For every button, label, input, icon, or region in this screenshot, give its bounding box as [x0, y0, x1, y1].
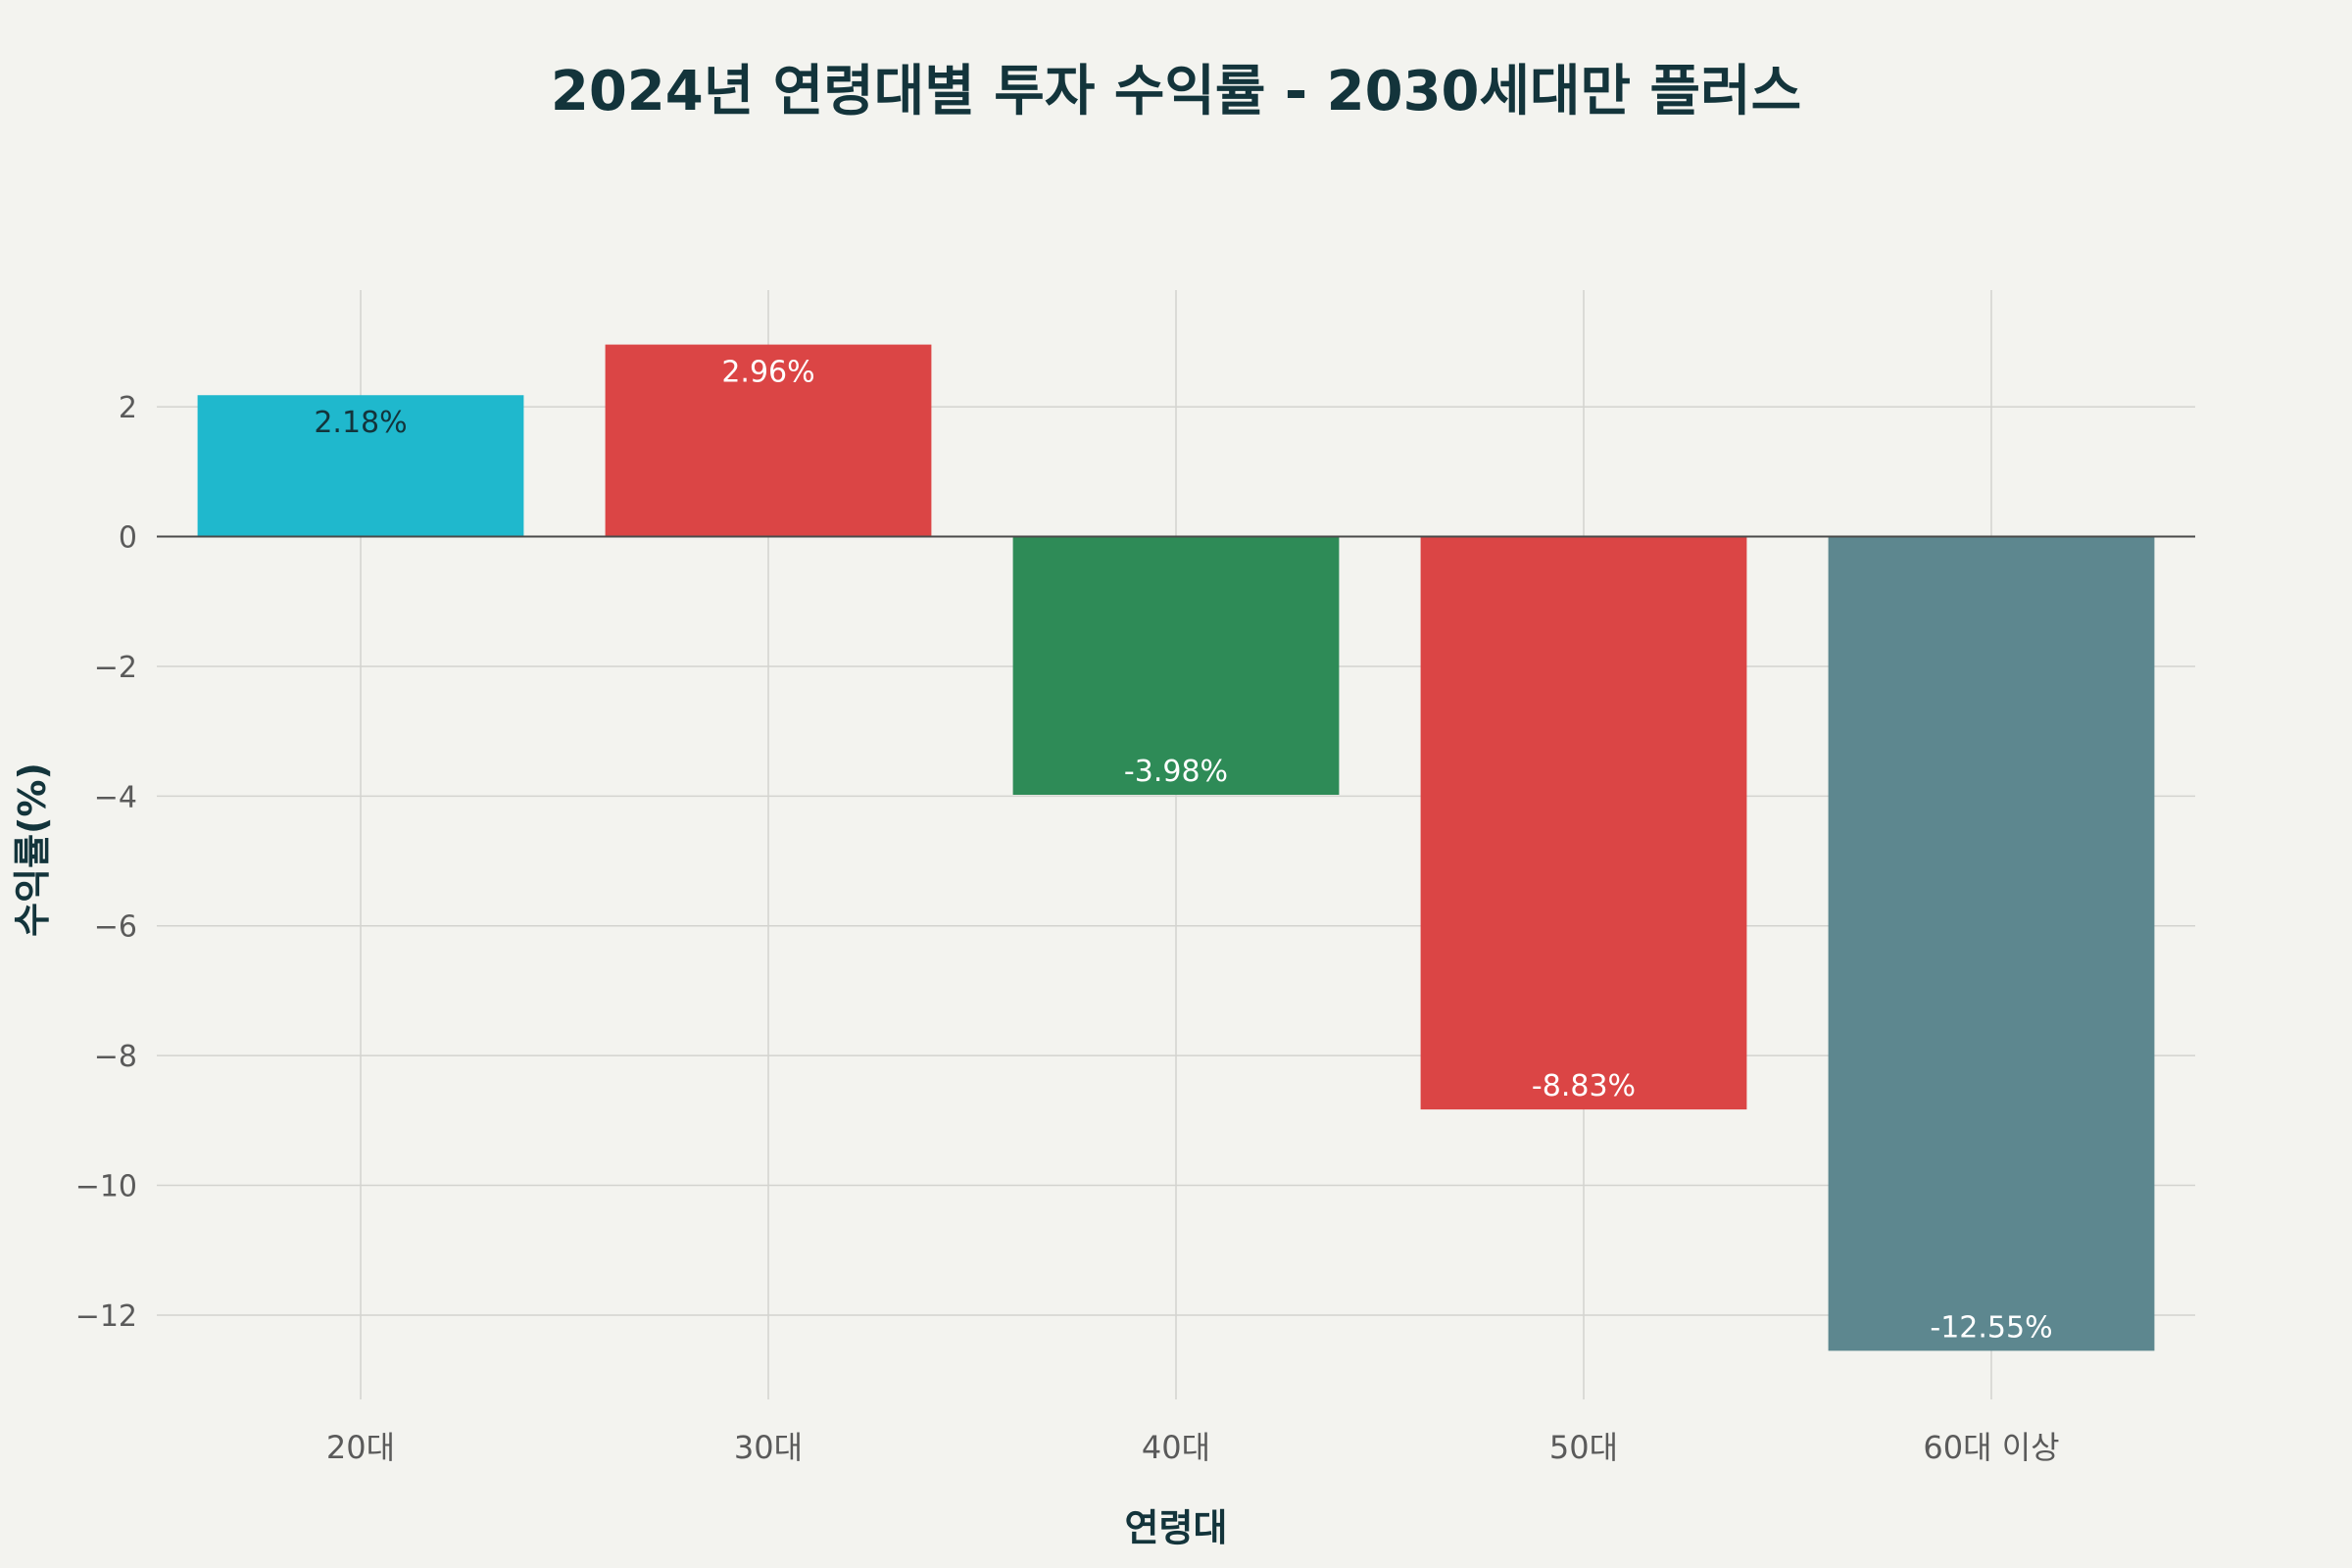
x-tick-label-0: 20대 [326, 1429, 395, 1466]
bar-value-label-4: -12.55% [1930, 1310, 2052, 1345]
bar-3 [1420, 536, 1747, 1110]
bars [197, 344, 2155, 1351]
bar-labels: 2.18% 2.96% -3.98% -8.83% -12.55% [314, 356, 2052, 1346]
y-tick-labels: 2 0 −2 −4 −6 −8 −10 −12 [75, 391, 137, 1334]
y-axis-title: 수익률(%) [11, 762, 54, 937]
x-tick-labels: 20대 30대 40대 50대 60대 이상 [326, 1429, 2060, 1466]
x-axis-title: 연령대 [1125, 1506, 1228, 1549]
y-tick-label-7: −12 [75, 1299, 137, 1334]
x-tick-label-3: 50대 [1549, 1429, 1618, 1466]
bar-value-label-1: 2.96% [721, 356, 814, 390]
y-tick-label-5: −8 [94, 1040, 137, 1074]
y-tick-label-4: −6 [94, 910, 137, 945]
chart-title: 2024년 연령대별 투자 수익률 - 2030세대만 플러스 [551, 60, 1801, 123]
bar-2 [1012, 536, 1340, 796]
x-tick-label-1: 30대 [734, 1429, 803, 1466]
bar-1 [605, 344, 932, 537]
y-tick-label-1: 0 [119, 521, 137, 556]
bar-value-label-3: -8.83% [1532, 1069, 1636, 1103]
bar-value-label-2: -3.98% [1124, 755, 1228, 789]
bar-4 [1828, 536, 2155, 1351]
bar-0 [197, 395, 524, 537]
bar-value-label-0: 2.18% [314, 406, 407, 440]
y-tick-label-2: −2 [94, 651, 137, 685]
x-tick-label-4: 60대 이상 [1923, 1429, 2059, 1466]
x-tick-label-2: 40대 [1142, 1429, 1210, 1466]
y-tick-label-3: −4 [94, 780, 137, 814]
y-tick-label-6: −10 [75, 1170, 137, 1204]
y-tick-label-0: 2 [119, 391, 137, 425]
